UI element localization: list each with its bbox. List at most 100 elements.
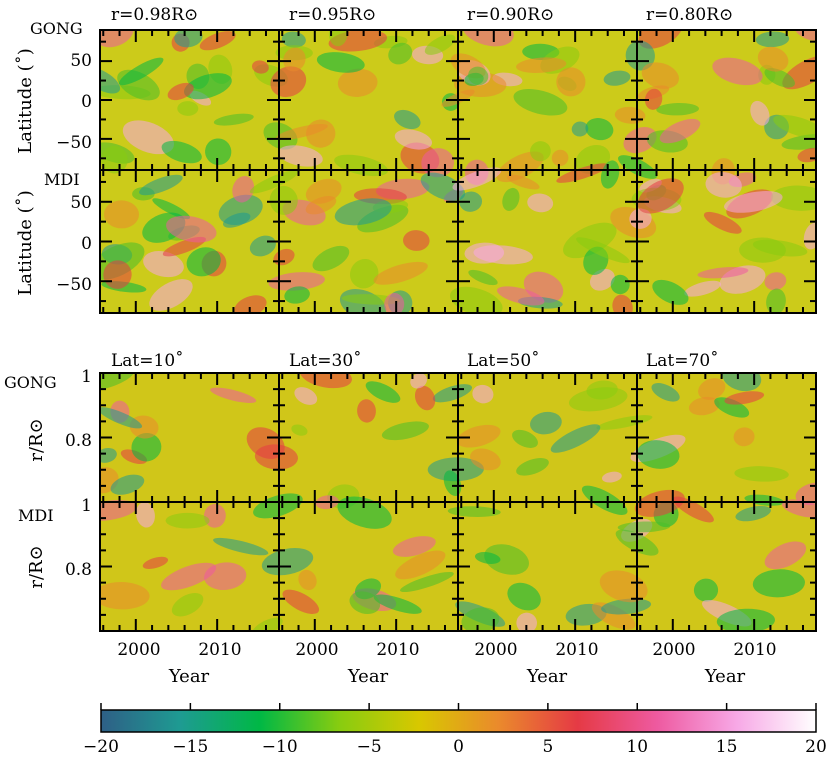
- top-row-label-gong: GONG: [30, 19, 83, 38]
- heatmap-blob: [461, 607, 500, 631]
- xlabel-col2: Year: [347, 666, 389, 687]
- heatmap-blob: [283, 47, 306, 72]
- heatmap-blob: [149, 279, 193, 311]
- heatmap-blob: [424, 34, 456, 55]
- heatmap-blob: [213, 537, 269, 556]
- heatmap-blob: [210, 387, 257, 403]
- heatmap-blob: [384, 293, 405, 313]
- heatmap-blob: [752, 239, 808, 257]
- heatmap-blob: [381, 421, 429, 441]
- heatmap-blob: [496, 151, 544, 183]
- heatmap-blob: [764, 272, 787, 291]
- xlabel-col4: Year: [704, 666, 746, 687]
- bottom-row-label-mdi: MDI: [18, 506, 54, 525]
- heatmap-blob: [724, 391, 765, 405]
- heatmap-blob: [328, 30, 348, 47]
- xtick-col3-2000: 2000: [474, 640, 517, 660]
- bottom-heatmap-blobs: [100, 373, 816, 631]
- top-ytick-gong-0: 0: [81, 92, 92, 112]
- heatmap-blob: [357, 399, 376, 423]
- heatmap-blob: [100, 499, 138, 521]
- heatmap-blob: [100, 407, 143, 429]
- heatmap-blob: [637, 178, 684, 214]
- xtick-col1-2000: 2000: [117, 640, 160, 660]
- heatmap-blob: [513, 89, 568, 116]
- top-ytick-mdi-50: 50: [70, 193, 92, 213]
- heatmap-blob: [464, 242, 505, 264]
- colorbar-tick-label: −20: [83, 737, 119, 757]
- heatmap-blob: [659, 118, 701, 144]
- heatmap-blob: [472, 384, 494, 404]
- heatmap-blob: [203, 503, 226, 528]
- heatmap-blob: [252, 617, 283, 631]
- xtick-col4-2000: 2000: [652, 640, 695, 660]
- top-col-title-4: r=0.80R⊙: [646, 5, 733, 25]
- heatmap-blob: [551, 149, 569, 167]
- heatmap-blob: [755, 31, 790, 48]
- bottom-row-label-gong: GONG: [4, 373, 57, 392]
- heatmap-blob: [299, 373, 352, 389]
- xtick-col4-2010: 2010: [733, 640, 776, 660]
- heatmap-blob: [282, 589, 320, 614]
- heatmap-blob: [641, 62, 679, 89]
- heatmap-blob: [268, 272, 325, 291]
- heatmap-blob: [773, 114, 816, 139]
- heatmap-blob: [712, 57, 763, 86]
- heatmap-blob: [161, 140, 202, 164]
- heatmap-blob: [177, 101, 199, 116]
- heatmap-blob: [298, 569, 317, 591]
- heatmap-blob: [312, 245, 350, 272]
- heatmap-blob: [474, 552, 501, 564]
- heatmap-blob: [110, 474, 145, 495]
- heatmap-blob: [697, 267, 749, 279]
- bottom-ylabel-mdi: r/R⊙: [26, 545, 47, 588]
- xtick-col2-2000: 2000: [295, 640, 338, 660]
- heatmap-blob: [722, 373, 762, 392]
- heatmap-blob: [556, 67, 586, 97]
- heatmap-blob: [600, 160, 620, 189]
- heatmap-blob: [394, 109, 421, 130]
- heatmap-blob: [502, 187, 520, 211]
- colorbar-tick-label: 20: [805, 737, 827, 757]
- heatmap-blob: [291, 424, 308, 436]
- heatmap-blob: [143, 251, 184, 278]
- bottom-ytick-mdi-08: 0.8: [65, 560, 92, 580]
- heatmap-blob: [781, 499, 816, 518]
- heatmap-blob: [468, 66, 489, 86]
- heatmap-blob: [602, 471, 622, 483]
- heatmap-blob: [516, 612, 538, 631]
- top-row-label-mdi: MDI: [44, 170, 80, 189]
- heatmap-blob: [596, 415, 653, 430]
- heatmap-blob: [576, 237, 630, 264]
- colorbar-ticks: −20 −15 −10 −5 0 5 10 15 20: [83, 703, 827, 757]
- xlabel-col1: Year: [168, 666, 210, 687]
- heatmap-blob: [213, 113, 254, 126]
- heatmap-blob: [496, 286, 545, 306]
- heatmap-blob: [205, 138, 232, 165]
- heatmap-blob: [161, 562, 217, 591]
- colorbar-tick-label: 15: [716, 737, 738, 757]
- heatmap-blob: [516, 57, 567, 73]
- heatmap-blob: [403, 230, 430, 251]
- heatmap-blob: [527, 193, 554, 213]
- heatmap-blob: [447, 506, 501, 517]
- heatmap-blob: [617, 521, 671, 533]
- heatmap-blob: [456, 424, 501, 448]
- heatmap-blob: [452, 167, 502, 191]
- heatmap-blob: [716, 608, 775, 631]
- heatmap-blob: [656, 102, 699, 116]
- heatmap-blob: [100, 145, 128, 174]
- heatmap-blob: [275, 123, 328, 141]
- top-ytick-gong-50: 50: [70, 51, 92, 71]
- top-ylabel-mdi: Latitude (˚): [14, 190, 36, 295]
- heatmap-blob: [693, 578, 719, 602]
- heatmap-blob: [269, 185, 298, 215]
- heatmap-blob: [139, 174, 183, 196]
- heatmap-blob: [152, 198, 191, 220]
- heatmap-blob: [281, 31, 306, 48]
- heatmap-blob: [512, 429, 538, 448]
- heatmap-blob: [603, 70, 631, 86]
- heatmap-blob: [672, 496, 714, 523]
- heatmap-blob: [394, 129, 433, 150]
